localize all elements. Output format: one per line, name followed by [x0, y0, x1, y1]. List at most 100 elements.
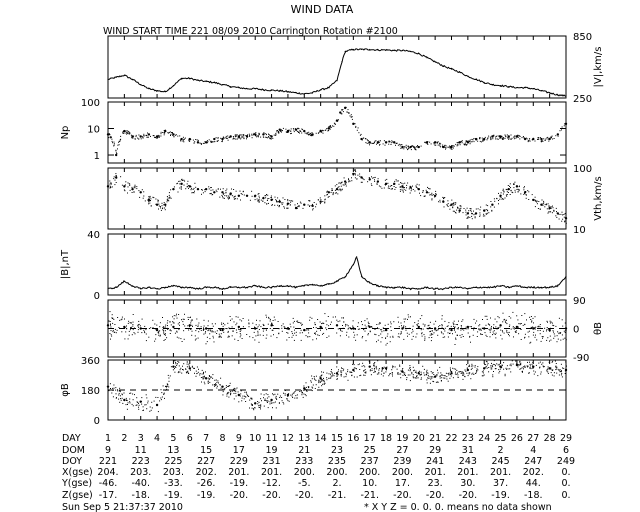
phi-b-data-dot — [115, 397, 117, 399]
theta-b-data-dot — [210, 328, 212, 330]
theta-b-data-dot — [290, 326, 292, 328]
theta-b-data-dot — [554, 335, 556, 337]
phi-b-data-dot — [326, 377, 328, 379]
density-data-dot — [321, 131, 323, 133]
phi-b-data-dot — [427, 372, 429, 374]
thermal-speed-data-dot — [296, 207, 298, 209]
density-data-dot — [328, 126, 330, 128]
theta-b-data-dot — [348, 336, 350, 338]
density-data-dot — [319, 131, 321, 133]
theta-b-data-dot — [301, 332, 303, 334]
density-data-dot — [190, 138, 192, 140]
thermal-speed-data-dot — [544, 204, 546, 206]
thermal-speed-data-dot — [536, 203, 538, 205]
speed-data-point — [336, 79, 338, 82]
density-data-dot — [354, 123, 356, 125]
phi-b-data-dot — [409, 370, 411, 372]
phi-b-data-dot — [433, 374, 435, 375]
ephemeris-day: 6 — [187, 433, 193, 444]
theta-b-data-dot — [176, 330, 178, 332]
density-data-dot — [270, 135, 272, 137]
thermal-speed-data-dot — [233, 198, 235, 200]
density-data-dot — [473, 138, 475, 139]
theta-b-data-dot — [187, 316, 189, 318]
theta-b-data-dot — [549, 340, 550, 342]
density-data-dot — [227, 139, 229, 141]
theta-b-data-dot — [480, 329, 482, 331]
phi-b-data-dot — [529, 367, 531, 369]
theta-b-data-dot — [457, 328, 459, 330]
field-magnitude-data-point — [450, 286, 453, 288]
theta-b-data-dot — [419, 318, 421, 320]
phi-b-data-dot — [492, 374, 494, 376]
theta-b-data-dot — [239, 336, 241, 338]
speed-data-point — [557, 94, 559, 96]
theta-b-data-dot — [546, 339, 548, 341]
theta-b-data-dot — [266, 334, 268, 336]
ephemeris-dom: 27 — [396, 445, 408, 456]
thermal-speed-data-dot — [409, 186, 411, 188]
phi-b-data-dot — [409, 374, 411, 376]
phi-b-data-dot — [546, 370, 548, 372]
theta-b-data-dot — [487, 323, 489, 325]
phi-b-data-dot — [504, 373, 506, 375]
phi-b-data-dot — [356, 376, 358, 378]
speed-data-point — [148, 88, 150, 90]
thermal-speed-data-dot — [312, 208, 314, 210]
ephemeris-z-gse: -18. — [131, 490, 150, 501]
density-data-dot — [217, 139, 219, 141]
phi-b-data-dot — [175, 366, 177, 368]
density-data-dot — [445, 147, 447, 149]
thermal-speed-data-dot — [428, 192, 430, 194]
phi-b-data-dot — [330, 377, 332, 379]
theta-b-data-dot — [162, 326, 164, 328]
phi-b-data-dot — [444, 375, 446, 377]
phi-b-data-dot — [469, 365, 471, 367]
field-magnitude-data-point — [369, 282, 371, 284]
thermal-speed-data-dot — [133, 186, 135, 188]
phi-b-data-dot — [195, 370, 197, 372]
phi-b-data-dot — [539, 361, 541, 363]
density-data-dot — [409, 147, 411, 149]
phi-b-data-dot — [322, 371, 324, 373]
phi-b-data-dot — [283, 403, 285, 405]
thermal-speed-data-dot — [397, 180, 399, 182]
phi-b-data-dot — [475, 372, 477, 374]
theta-b-data-dot — [163, 326, 165, 328]
density-data-dot — [257, 136, 259, 138]
thermal-speed-data-dot — [307, 204, 309, 206]
density-data-dot — [561, 129, 562, 131]
thermal-speed-data-dot — [564, 220, 566, 222]
phi-b-data-dot — [411, 371, 413, 373]
density-data-dot — [299, 130, 301, 132]
theta-b-data-dot — [401, 325, 402, 327]
theta-b-data-dot — [141, 318, 143, 320]
theta-b-data-dot — [130, 327, 132, 329]
theta-b-data-dot — [206, 341, 208, 343]
density-data-dot — [232, 138, 234, 140]
phi-b-data-dot — [368, 360, 370, 362]
phi-b-data-dot — [202, 378, 204, 379]
ephemeris-day: 23 — [462, 433, 474, 444]
theta-b-data-dot — [357, 322, 359, 324]
ephemeris-day: 11 — [266, 433, 278, 444]
phi-b-data-dot — [159, 400, 161, 402]
density-data-dot — [208, 139, 210, 141]
density-data-dot — [164, 132, 166, 133]
thermal-speed-data-dot — [491, 209, 493, 211]
density-data-dot — [479, 137, 480, 139]
thermal-speed-data-dot — [359, 173, 361, 175]
phi-b-data-dot — [462, 372, 464, 374]
phi-b-data-dot — [501, 364, 503, 366]
phi-b-data-dot — [392, 367, 394, 369]
phi-b-data-dot — [257, 403, 259, 405]
theta-b-data-dot — [521, 315, 523, 316]
theta-b-data-dot — [163, 329, 165, 331]
theta-b-data-dot — [533, 322, 534, 324]
theta-b-data-dot — [225, 328, 227, 329]
density-data-dot — [299, 132, 300, 134]
thermal-speed-data-dot — [170, 197, 172, 199]
thermal-speed-data-dot — [518, 189, 520, 191]
density-data-dot — [164, 132, 166, 134]
thermal-speed-data-dot — [418, 188, 420, 190]
